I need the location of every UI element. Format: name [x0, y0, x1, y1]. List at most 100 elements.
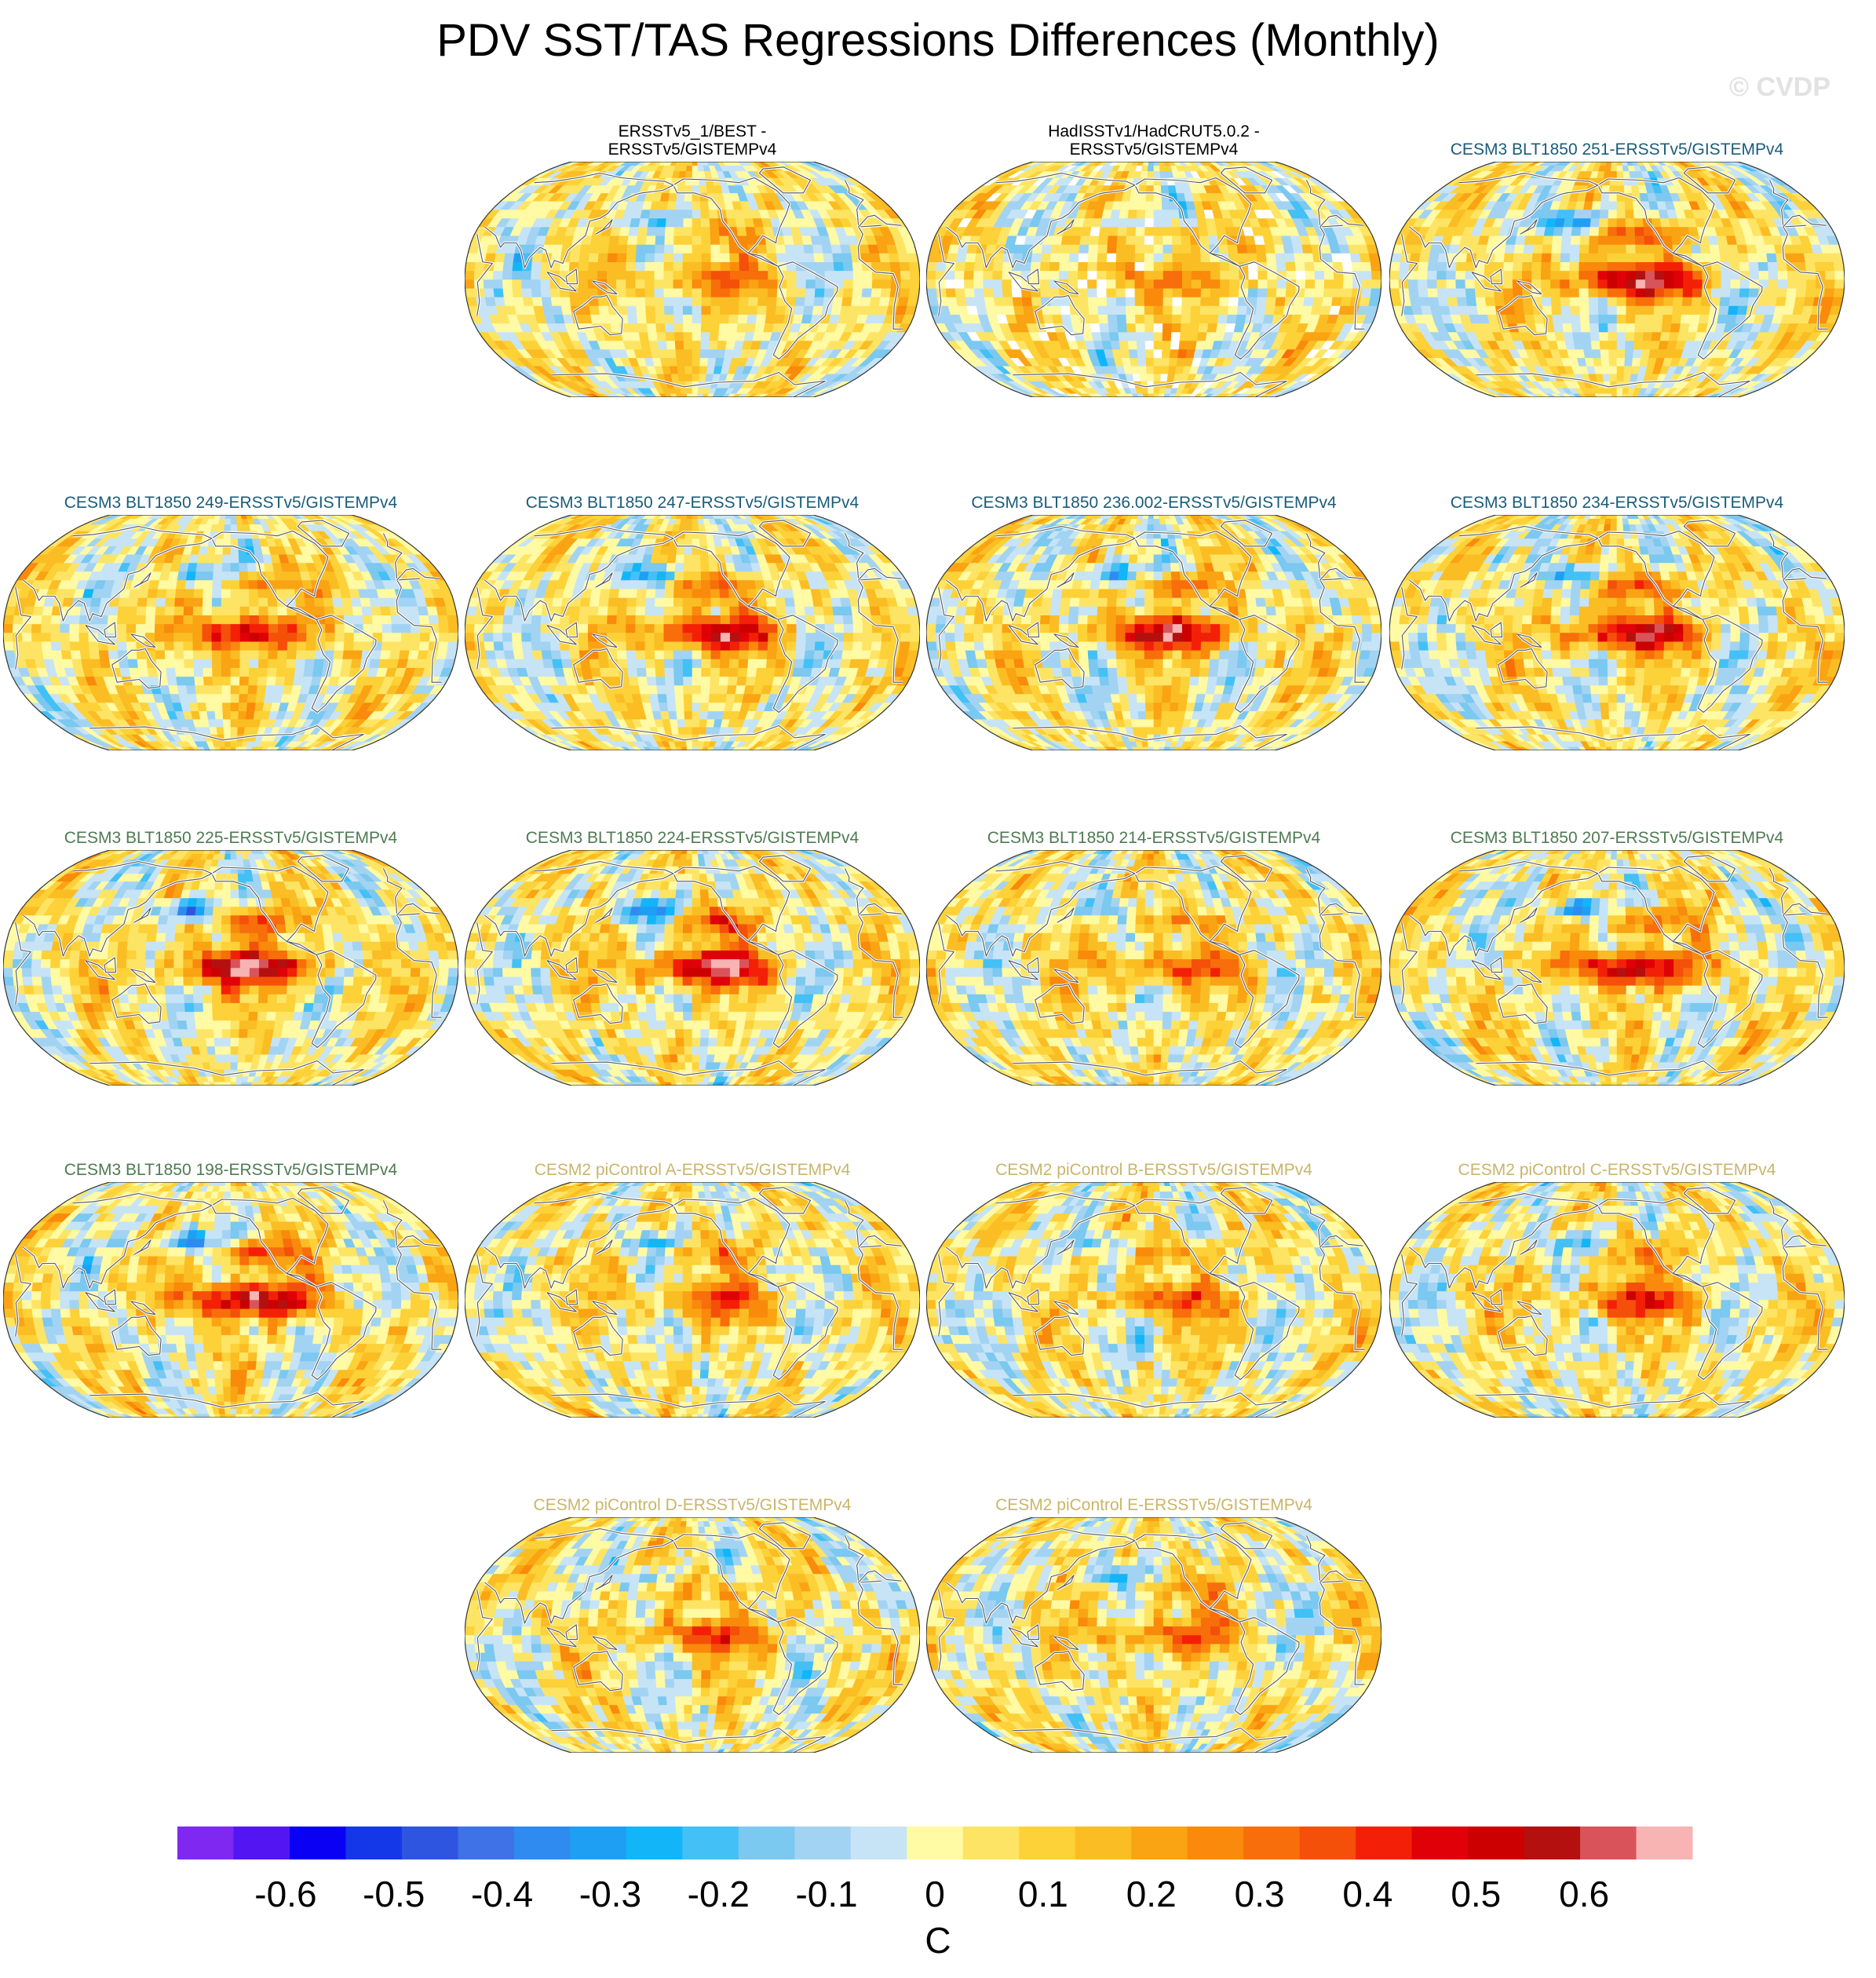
field-cell: [215, 718, 224, 728]
field-cell: [512, 287, 524, 297]
field-cell: [626, 305, 637, 315]
field-cell: [1616, 253, 1627, 262]
field-cell: [1609, 373, 1618, 381]
field-cell: [1117, 226, 1128, 236]
field-cell: [616, 261, 627, 272]
field-cell: [1305, 279, 1316, 289]
field-cell: [973, 287, 985, 297]
field-cell: [1059, 261, 1070, 272]
field-cell: [1181, 244, 1192, 254]
field-cell: [1120, 349, 1130, 359]
field-cell: [1554, 217, 1566, 228]
field-cell: [1162, 323, 1173, 333]
field-cell: [1080, 226, 1092, 236]
field-cell: [706, 357, 717, 367]
field-cell: [701, 287, 712, 297]
field-cell: [1455, 279, 1466, 289]
field-cell: [926, 279, 937, 289]
field-cell: [552, 244, 564, 254]
field-cell: [1142, 162, 1149, 166]
field-cell: [1060, 244, 1071, 254]
field-cell: [273, 684, 285, 695]
field-cell: [1208, 314, 1219, 324]
field-cell: [1644, 244, 1655, 254]
field-cell: [626, 287, 637, 297]
field-cell: [1218, 297, 1230, 306]
field-cell: [221, 667, 232, 677]
field-cell: [1563, 217, 1575, 228]
field-cell: [1796, 279, 1808, 289]
field-cell: [692, 162, 699, 166]
field-cell: [1616, 279, 1627, 289]
field-cell: [521, 287, 533, 297]
field-cell: [1766, 253, 1778, 262]
field-cell: [1513, 261, 1524, 272]
field-cell: [685, 387, 693, 394]
field-cell: [1550, 279, 1560, 289]
field-cell: [666, 200, 677, 210]
field-cell: [862, 279, 873, 289]
field-cell: [1625, 331, 1636, 341]
field-cell: [1673, 261, 1684, 272]
field-cell: [1088, 244, 1099, 254]
field-cell: [683, 331, 693, 341]
field-cell: [1662, 314, 1673, 324]
field-cell: [878, 297, 891, 306]
field-cell: [1616, 373, 1625, 381]
field-cell: [223, 726, 232, 735]
field-cell: [720, 253, 731, 262]
field-cell: [1106, 270, 1117, 280]
field-cell: [239, 676, 250, 686]
robinson-map: [926, 162, 1381, 397]
field-cell: [1654, 270, 1665, 280]
field-cell: [1776, 261, 1788, 272]
field-cell: [1616, 357, 1626, 367]
field-cell: [682, 314, 693, 324]
field-cell: [1721, 270, 1732, 280]
field-cell: [552, 305, 564, 315]
field-cell: [1616, 244, 1627, 254]
field-cells: [465, 162, 920, 397]
field-cell: [654, 261, 665, 272]
field-cell: [257, 676, 268, 686]
field-cell: [692, 279, 703, 289]
field-cell: [841, 253, 853, 262]
field-cell: [1513, 253, 1524, 262]
field-cell: [657, 340, 668, 350]
field-cell: [1078, 297, 1089, 306]
field-cell: [1162, 226, 1173, 236]
field-cell: [1119, 209, 1130, 219]
field-cell: [1427, 261, 1439, 272]
field-cell: [1542, 235, 1554, 245]
field-cell: [1041, 244, 1053, 254]
coastline: [1134, 177, 1252, 267]
field-cell: [502, 261, 514, 272]
field-cell: [794, 244, 805, 254]
field-cell: [1601, 365, 1611, 374]
field-cell: [1553, 226, 1564, 236]
field-cell: [1077, 279, 1088, 289]
field-cell: [650, 200, 661, 210]
coastline: [592, 280, 618, 295]
field-cell: [1256, 297, 1268, 306]
field-cell: [1077, 270, 1088, 280]
field-cell: [1663, 297, 1674, 306]
field-cell: [1389, 279, 1400, 289]
field-cell: [626, 244, 637, 254]
field-cell: [1600, 357, 1610, 367]
field-cell: [1552, 314, 1563, 324]
field-cell: [275, 676, 286, 686]
field-cell: [1522, 261, 1533, 272]
field-cell: [174, 659, 185, 668]
field-cell: [1579, 261, 1589, 272]
field-cell: [1766, 297, 1778, 306]
field-cell: [880, 287, 892, 297]
field-cell: [1134, 270, 1145, 280]
coastline: [938, 234, 954, 316]
field-cell: [493, 287, 505, 297]
field-cell: [1200, 279, 1211, 289]
field-cell: [588, 287, 599, 297]
field-cell: [1172, 253, 1183, 262]
field-cell: [1663, 261, 1674, 272]
field-cell: [1571, 331, 1583, 341]
